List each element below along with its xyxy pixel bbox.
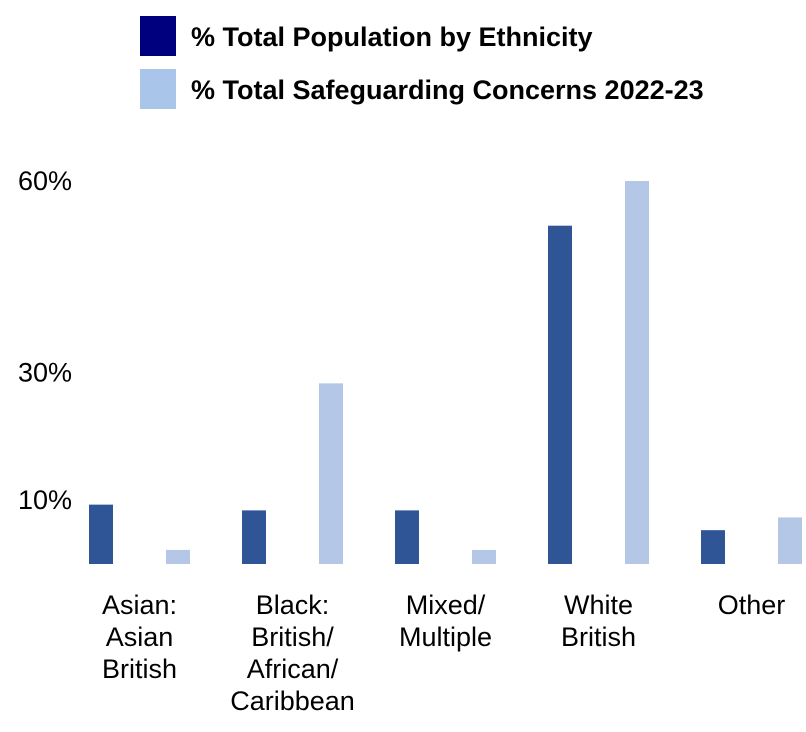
y-tick-label: 30% bbox=[18, 358, 72, 388]
x-category-label: Other bbox=[718, 590, 786, 620]
bar-safeguarding bbox=[166, 549, 190, 564]
legend-swatch-safeguarding bbox=[140, 69, 176, 109]
x-category-label: Mixed/ bbox=[406, 590, 486, 620]
bar-population bbox=[89, 504, 113, 564]
bar-population bbox=[242, 510, 266, 564]
x-category-label: British bbox=[102, 654, 177, 684]
bar-safeguarding bbox=[319, 383, 343, 564]
x-category-label: Multiple bbox=[399, 622, 492, 652]
y-tick-label: 60% bbox=[18, 166, 72, 196]
legend-label-safeguarding: % Total Safeguarding Concerns 2022-23 bbox=[191, 75, 704, 105]
bar-safeguarding bbox=[778, 517, 802, 564]
x-category-label: Black: bbox=[256, 590, 330, 620]
x-category-label: African/ bbox=[247, 654, 339, 684]
x-category-label: British/ bbox=[251, 622, 334, 652]
x-category-label: Asian: bbox=[102, 590, 177, 620]
x-category-label: White bbox=[564, 590, 633, 620]
bar-safeguarding bbox=[625, 181, 649, 564]
x-category-label: Caribbean bbox=[230, 686, 355, 716]
bar-population bbox=[701, 530, 725, 564]
bar-safeguarding bbox=[472, 549, 496, 564]
bar-population bbox=[395, 510, 419, 564]
legend-swatch-population bbox=[140, 16, 176, 56]
legend-label-population: % Total Population by Ethnicity bbox=[191, 22, 593, 52]
x-category-label: Asian bbox=[106, 622, 174, 652]
x-category-label: British bbox=[561, 622, 636, 652]
y-tick-label: 10% bbox=[18, 485, 72, 515]
bar-population bbox=[548, 225, 572, 564]
